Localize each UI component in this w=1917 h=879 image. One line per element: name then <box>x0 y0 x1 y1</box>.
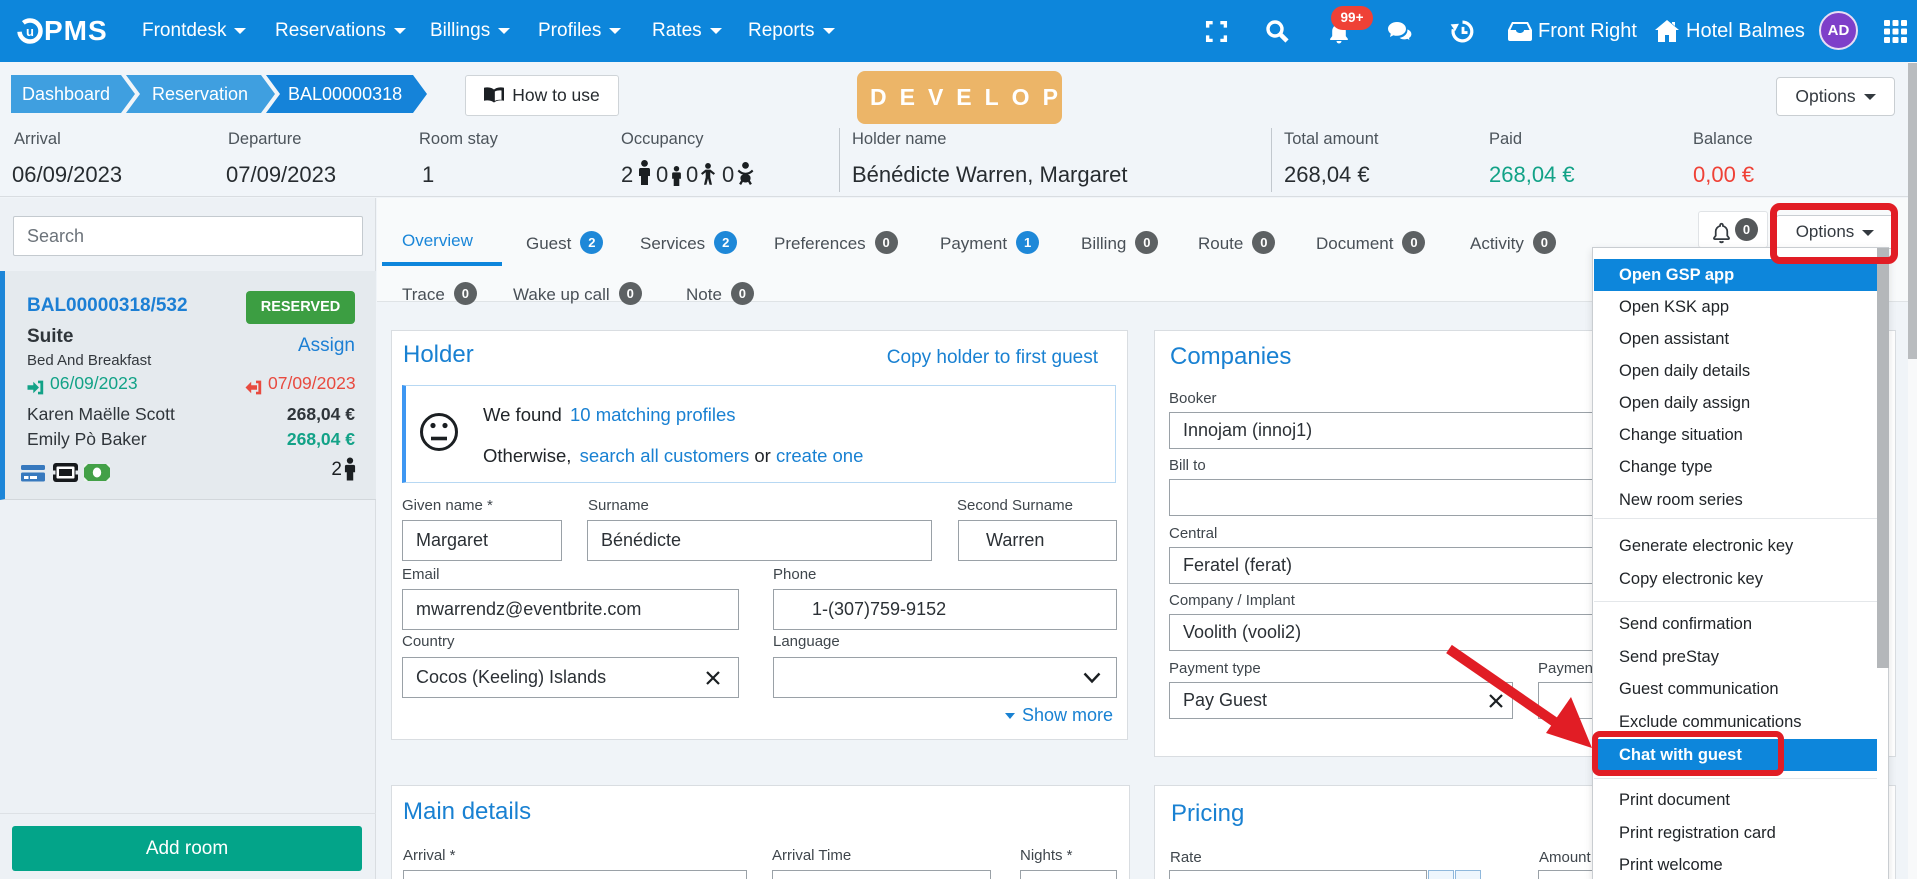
svg-text:u: u <box>26 24 34 39</box>
